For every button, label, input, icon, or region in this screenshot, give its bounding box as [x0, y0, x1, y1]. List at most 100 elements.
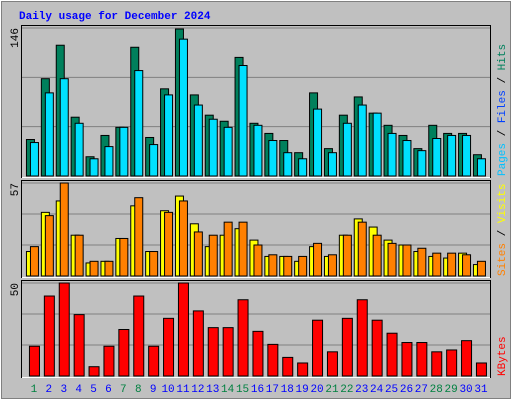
y-tick-label: 146 [10, 28, 22, 48]
bar [237, 299, 249, 377]
bar [29, 246, 39, 277]
x-tick-label: 21 [325, 384, 339, 396]
x-tick-label: 2 [46, 384, 53, 396]
bar [326, 351, 338, 377]
bar [402, 140, 412, 177]
bar [178, 200, 188, 277]
bar [387, 132, 397, 177]
bar [178, 38, 188, 177]
x-tick-label: 22 [340, 384, 353, 396]
bar [222, 327, 234, 377]
bar [446, 349, 458, 377]
bar [417, 247, 427, 277]
x-tick-label: 15 [236, 384, 249, 396]
bar [89, 260, 99, 277]
bar [476, 260, 486, 277]
bar [357, 221, 367, 277]
bar [313, 242, 323, 277]
bar [372, 234, 382, 277]
bar [88, 366, 100, 377]
bar [268, 254, 278, 277]
x-tick-label: 17 [266, 384, 279, 396]
bar [312, 319, 324, 377]
bar [371, 319, 383, 377]
bar [432, 137, 442, 177]
bar [44, 215, 54, 277]
bar [59, 182, 69, 277]
bar [387, 242, 397, 277]
bar [402, 244, 412, 277]
bar [252, 330, 264, 377]
bar [223, 221, 233, 277]
legend: KBytes [497, 336, 509, 376]
bar [447, 252, 457, 277]
bar [208, 234, 218, 277]
bar [104, 260, 114, 277]
bar [119, 237, 129, 277]
x-tick-label: 7 [120, 384, 127, 396]
x-tick-label: 19 [296, 384, 309, 396]
bar [192, 310, 204, 377]
bar [432, 252, 442, 277]
bar [283, 255, 293, 277]
y-tick-label: 50 [10, 283, 22, 296]
x-tick-label: 18 [281, 384, 294, 396]
bar [74, 234, 84, 277]
bar [74, 122, 84, 177]
x-tick-label: 8 [135, 384, 142, 396]
bar [342, 234, 352, 277]
bar [342, 122, 352, 177]
bar [58, 282, 70, 377]
bar [313, 108, 323, 177]
bar [298, 158, 308, 177]
bar [193, 231, 203, 277]
bar [208, 118, 218, 177]
legend-entry: Visits [497, 184, 509, 224]
x-tick-label: 13 [206, 384, 219, 396]
bar [298, 255, 308, 277]
bar [104, 146, 114, 177]
bar [44, 92, 54, 177]
y-tick-label: 57 [10, 183, 22, 196]
x-tick-label: 23 [355, 384, 368, 396]
x-tick-label: 4 [75, 384, 82, 396]
x-tick-label: 12 [191, 384, 204, 396]
bar [149, 144, 159, 177]
chart-title: Daily usage for December 2024 [19, 11, 211, 23]
bar [134, 70, 144, 177]
legend-entry: / [497, 223, 509, 243]
bar [401, 342, 413, 377]
bar [103, 345, 115, 377]
bar [163, 317, 175, 377]
bar [431, 351, 443, 377]
bar [341, 317, 353, 377]
bar [59, 78, 69, 177]
legend: Sites / Visits [497, 184, 509, 276]
bar [73, 314, 85, 377]
x-tick-label: 28 [430, 384, 443, 396]
bar [223, 126, 233, 177]
x-tick-label: 24 [370, 384, 384, 396]
x-tick-label: 31 [474, 384, 488, 396]
bar [476, 158, 486, 177]
bar [356, 299, 368, 377]
bar [268, 140, 278, 177]
x-tick-label: 11 [176, 384, 190, 396]
x-tick-label: 3 [60, 384, 67, 396]
legend-entry: / [497, 70, 509, 90]
bar [416, 342, 428, 377]
bar [327, 152, 337, 177]
bar [148, 345, 160, 377]
bar [327, 254, 337, 277]
bar [149, 251, 159, 277]
bar [253, 244, 263, 277]
x-tick-label: 10 [161, 384, 174, 396]
bar [386, 332, 398, 377]
x-tick-label: 1 [31, 384, 38, 396]
legend: Pages / Files / Hits [497, 44, 509, 176]
bar [43, 295, 55, 377]
x-tick-label: 29 [445, 384, 458, 396]
legend-entry: / [497, 123, 509, 143]
